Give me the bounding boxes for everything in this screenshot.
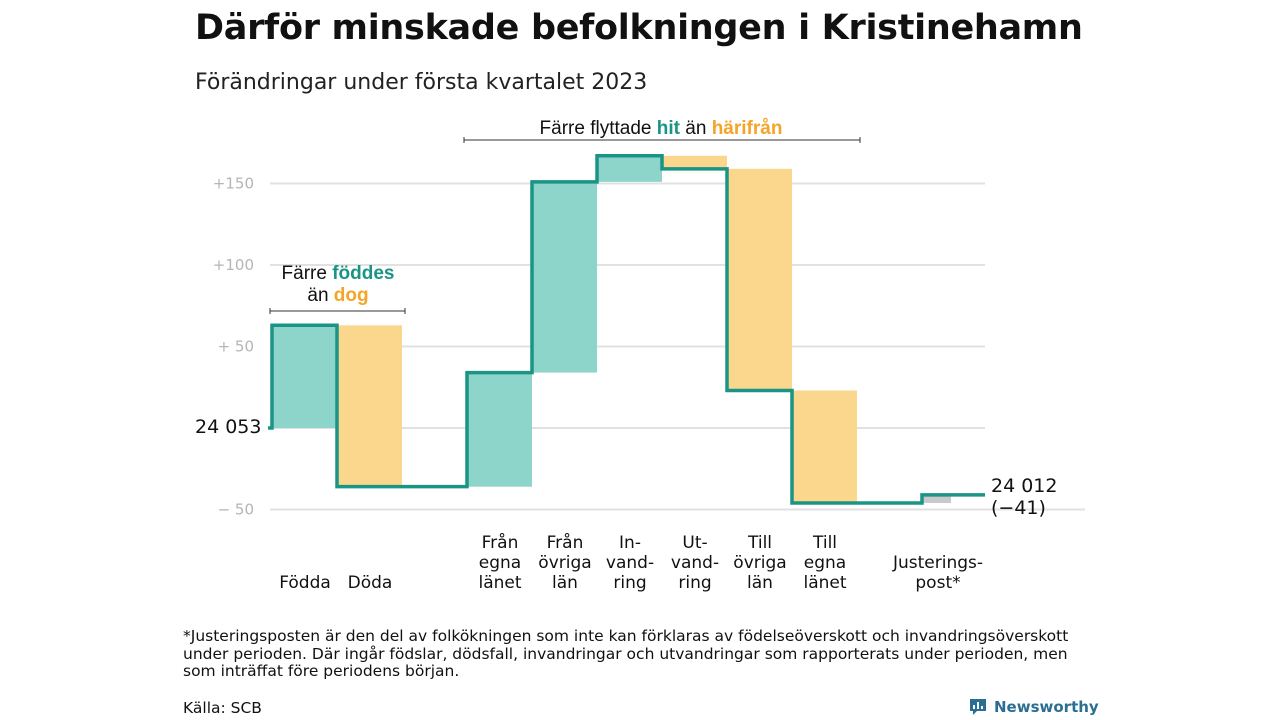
births-annotation-line2-prefix: än [307,285,333,306]
svg-text:Färre föddes: Färre föddes [282,263,395,284]
x-category-label: län [552,573,578,593]
x-category-label: Döda [348,573,393,593]
x-category-label: Ut- [682,533,707,553]
x-category-label: Från [482,532,519,553]
x-category-label: egna [479,553,521,573]
chart-title: Därför minskade befolkningen i Kristineh… [195,8,1083,48]
x-category-label: Från [547,532,584,553]
x-category-label: egna [804,553,846,573]
migration-annotation-middle: än [680,118,712,139]
births-annotation-prefix: Färre [282,263,333,284]
x-category-label: post* [915,573,960,593]
y-tick-label: + 50 [218,338,254,356]
waterfall-bar [532,181,597,373]
migration-annotation-prefix: Färre flyttade [540,118,657,139]
end-change-label: (−41) [991,497,1046,519]
x-category-label: Till [812,533,837,553]
waterfall-bar [467,372,532,487]
waterfall-bar [662,155,727,169]
chart-subtitle: Förändringar under första kvartalet 2023 [195,70,648,95]
births-annotation-dog: dog [334,285,369,306]
x-category-label: vand- [606,553,654,573]
x-category-label: länet [803,573,846,593]
migration-annotation-hit: hit [657,118,681,139]
births-annotation-foddes: föddes [332,263,394,284]
newsworthy-logo-icon [970,699,986,715]
x-category-label: övriga [538,553,591,573]
x-category-label: ring [613,573,646,593]
brand-logo: Newsworthy [968,697,1099,717]
svg-text:Färre flyttade hit än härifrån: Färre flyttade hit än härifrån [540,118,783,139]
cumulative-step-line [268,154,985,505]
migration-bracket [463,137,861,143]
births-bracket [269,308,406,314]
start-value-label: 24 053 [195,416,261,438]
y-tick-label: +150 [213,175,254,193]
waterfall-bar [597,155,662,182]
brand-name: Newsworthy [994,698,1099,716]
migration-annotation-harifran: härifrån [712,118,783,139]
waterfall-bar [337,325,402,487]
end-value-label: 24 012 [991,475,1057,497]
x-category-label: län [747,573,773,593]
x-category-label: vand- [671,553,719,573]
births-annotation: Färre föddes än dog [269,263,406,314]
footnote: *Justeringsposten är den del av folkökni… [183,627,1069,680]
x-category-label: Justerings- [892,553,983,573]
source-label: Källa: SCB [183,699,262,717]
svg-text:än dog: än dog [307,285,368,306]
y-tick-label: +100 [213,256,254,274]
waterfall-chart: +150+100+ 50− 50 Födda DödaFrånegnalänetF… [195,118,1085,593]
waterfall-bar [272,325,336,428]
x-category-label: övriga [733,553,786,573]
y-tick-label: − 50 [218,501,254,519]
x-category-label: länet [478,573,521,593]
waterfall-bar [792,390,857,503]
x-category-label: Födda [279,573,331,593]
waterfall-bar [922,494,951,503]
x-category-label: ring [678,573,711,593]
waterfall-bar [727,168,792,391]
migration-annotation: Färre flyttade hit än härifrån [463,118,861,143]
x-category-label: In- [619,533,641,553]
x-category-label: Till [747,533,772,553]
